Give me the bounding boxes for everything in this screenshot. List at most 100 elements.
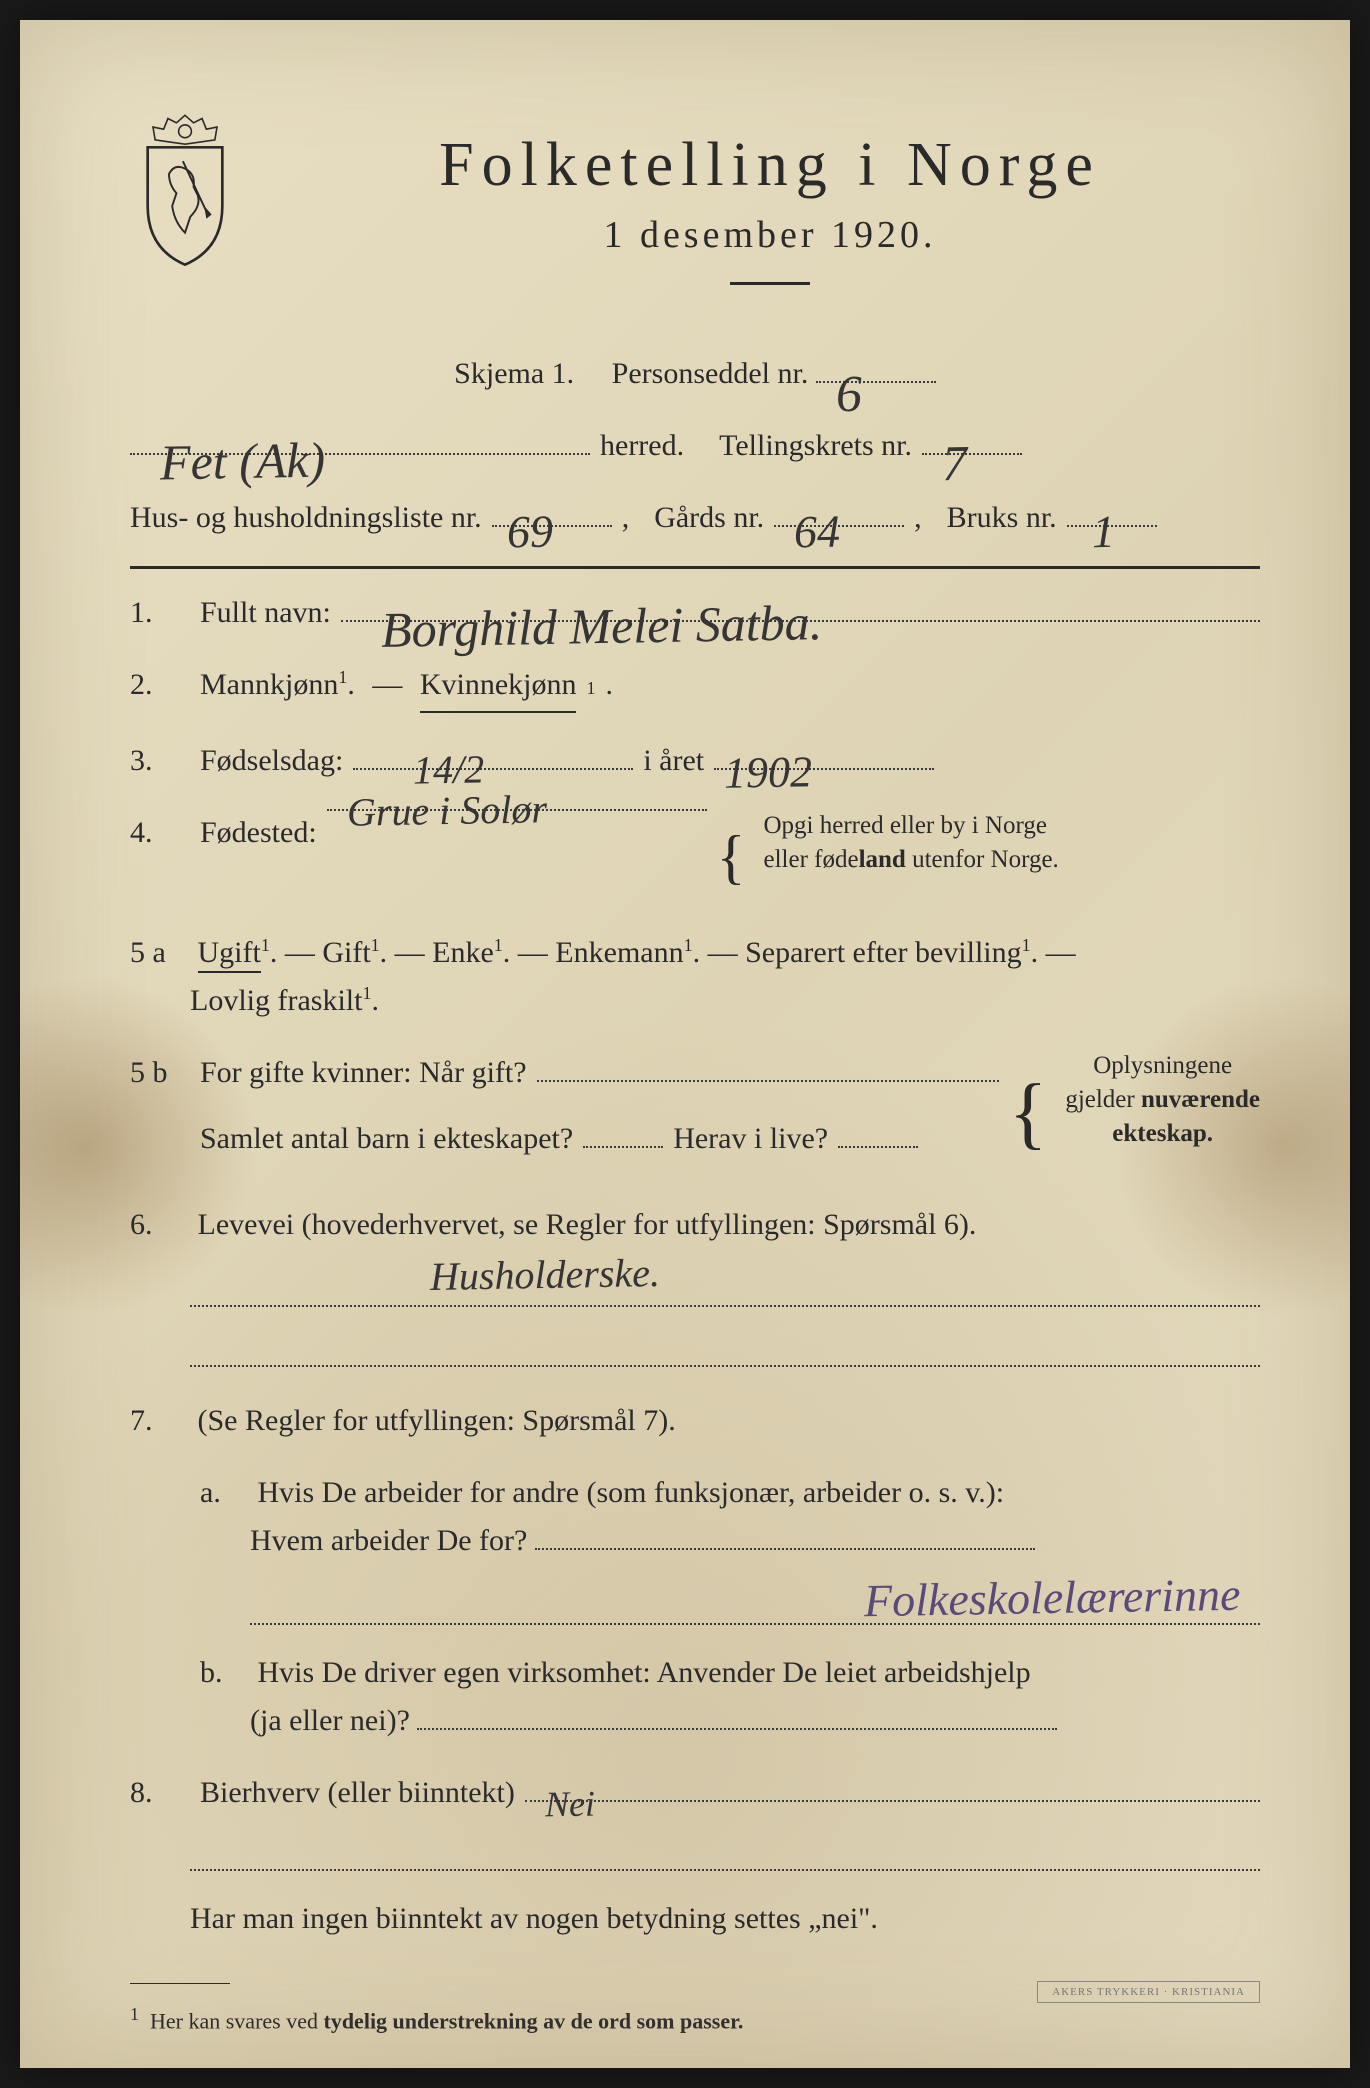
q4-note: Opgi herred eller by i Norge eller fødel… — [763, 809, 1058, 877]
q6-value: Husholderske. — [429, 1241, 660, 1309]
census-form-page: Folketelling i Norge 1 desember 1920. Sk… — [20, 20, 1350, 2068]
meta-row-2: Fet (Ak) herred. Tellingskrets nr. 7 — [130, 422, 1260, 470]
q7b-line2: (ja eller nei)? — [200, 1704, 410, 1737]
tellingskrets-label: Tellingskrets nr. — [719, 422, 912, 470]
bruks-field: 1 — [1067, 525, 1157, 527]
q5b-live-field — [838, 1146, 918, 1148]
q6-label: Levevei (hovederhvervet, se Regler for u… — [198, 1208, 977, 1241]
q5b: 5 b For gifte kvinner: Når gift? Samlet … — [130, 1049, 1260, 1177]
q5a-enkemann: Enkemann — [555, 936, 683, 969]
printer-stamp: AKERS TRYKKERI · KRISTIANIA — [1037, 1981, 1260, 2003]
q5b-line1: For gifte kvinner: Når gift? — [200, 1049, 527, 1097]
herred-label: herred. — [600, 422, 684, 470]
q3-year-label: i året — [643, 737, 704, 785]
q7a: a. Hvis De arbeider for andre (som funks… — [130, 1469, 1260, 1625]
q7-num: 7. — [130, 1397, 190, 1445]
q7a-line1: Hvis De arbeider for andre (som funksjon… — [258, 1476, 1005, 1509]
q1-num: 1. — [130, 589, 190, 637]
q3: 3. Fødselsdag: 14/2 i året 1902 — [130, 737, 1260, 785]
q5a-enke: Enke — [432, 936, 494, 969]
q8-value: Nei — [544, 1776, 595, 1834]
q5b-num: 5 b — [130, 1049, 190, 1097]
footnote-rule — [130, 1983, 230, 1996]
q1: 1. Fullt navn: Borghild Melei Satba. — [130, 589, 1260, 637]
q7b-line1: Hvis De driver egen virksomhet: Anvender… — [258, 1656, 1031, 1689]
q4-value: Grue i Solør — [346, 777, 547, 844]
q1-field: Borghild Melei Satba. — [341, 620, 1260, 622]
q6-field: Husholderske. — [190, 1267, 1260, 1307]
hus-value: 69 — [506, 495, 553, 569]
q4: 4. Fødested: Grue i Solør { Opgi herred … — [130, 809, 1260, 905]
q5b-barn-field — [583, 1146, 663, 1148]
date-line: 1 desember 1920. — [280, 213, 1260, 257]
q6-num: 6. — [130, 1201, 190, 1249]
q2-num: 2. — [130, 661, 190, 709]
q3-year-field: 1902 — [714, 768, 934, 770]
q8: 8. Bierhverv (eller biinntekt) Nei — [130, 1769, 1260, 1817]
q2: 2. Mannkjønn1. — Kvinnekjønn1. — [130, 661, 1260, 713]
gards-value: 64 — [794, 495, 841, 569]
q5a: 5 a Ugift1. — Gift1. — Enke1. — Enkemann… — [130, 929, 1260, 1025]
personseddel-label: Personseddel nr. — [612, 357, 809, 390]
header: Folketelling i Norge 1 desember 1920. — [130, 100, 1260, 320]
tellingskrets-value: 7 — [941, 423, 967, 503]
q3-day-field: 14/2 — [353, 768, 633, 770]
q8-field-2 — [190, 1841, 1260, 1871]
q5a-num: 5 a — [130, 929, 190, 977]
coat-of-arms — [130, 110, 240, 270]
q5a-fraskilt: Lovlig fraskilt — [130, 984, 362, 1017]
q2-mann: Mannkjønn1. — [200, 661, 355, 709]
personseddel-field: 6 — [816, 381, 936, 383]
brace-icon: { — [717, 809, 746, 905]
q2-kvinne: Kvinnekjønn — [420, 661, 577, 713]
separator-1 — [130, 566, 1260, 569]
q7a-value: Folkeskolelærerinne — [863, 1558, 1241, 1638]
q4-field: Grue i Solør — [327, 809, 707, 811]
tellingskrets-field: 7 — [922, 453, 1022, 455]
meta-row-1: Skjema 1. Personseddel nr. 6 — [130, 350, 1260, 398]
q7b-num: b. — [200, 1649, 250, 1697]
bruks-label: Bruks nr. — [947, 494, 1057, 542]
q8-note: Har man ingen biinntekt av nogen betydni… — [130, 1895, 1260, 1943]
q5a-separert: Separert efter bevilling — [745, 936, 1022, 969]
q7b: b. Hvis De driver egen virksomhet: Anven… — [130, 1649, 1260, 1745]
title-block: Folketelling i Norge 1 desember 1920. — [280, 100, 1260, 320]
q3-year: 1902 — [724, 737, 813, 809]
q1-label: Fullt navn: — [200, 589, 331, 637]
hus-field: 69 — [492, 525, 612, 527]
skjema-label: Skjema 1. — [454, 357, 574, 390]
q1-value: Borghild Melei Satba. — [380, 582, 822, 670]
herred-field: Fet (Ak) — [130, 453, 590, 455]
q7a-num: a. — [200, 1469, 250, 1517]
gards-field: 64 — [774, 525, 904, 527]
herred-value: Fet (Ak) — [159, 420, 326, 503]
q6-field-2 — [190, 1337, 1260, 1367]
q5a-ugift: Ugift — [198, 936, 261, 973]
q8-label: Bierhverv (eller biinntekt) — [200, 1769, 515, 1817]
q7a-line2: Hvem arbeider De for? — [200, 1524, 527, 1557]
main-title: Folketelling i Norge — [280, 130, 1260, 201]
q3-label: Fødselsdag: — [200, 737, 343, 785]
q7: 7. (Se Regler for utfyllingen: Spørsmål … — [130, 1397, 1260, 1445]
meta-row-3: Hus- og husholdningsliste nr. 69 , Gårds… — [130, 494, 1260, 542]
bruks-value: 1 — [1091, 495, 1115, 569]
q5b-line2a: Samlet antal barn i ekteskapet? — [200, 1115, 573, 1163]
q8-num: 8. — [130, 1769, 190, 1817]
q5b-line2b: Herav i live? — [673, 1115, 828, 1163]
q7b-field — [417, 1728, 1057, 1730]
q5b-note: Oplysningene gjelder nuværende ekteskap. — [1065, 1049, 1260, 1150]
q3-num: 3. — [130, 737, 190, 785]
brace-icon-2: { — [1009, 1049, 1047, 1177]
gards-label: Gårds nr. — [654, 494, 764, 542]
q7a-field-2: Folkeskolelærerinne — [250, 1589, 1260, 1625]
q4-num: 4. — [130, 809, 190, 857]
q5b-gift-field — [537, 1080, 999, 1082]
q8-field: Nei — [525, 1800, 1260, 1802]
q5a-gift: Gift — [322, 936, 370, 969]
footnote: 1 Her kan svares ved tydelig understrekn… — [130, 2004, 1260, 2034]
q6: 6. Levevei (hovederhvervet, se Regler fo… — [130, 1201, 1260, 1367]
q7-label: (Se Regler for utfyllingen: Spørsmål 7). — [198, 1404, 676, 1437]
hus-label: Hus- og husholdningsliste nr. — [130, 494, 482, 542]
q7a-field-1 — [535, 1548, 1035, 1550]
q4-label: Fødested: — [200, 809, 317, 857]
